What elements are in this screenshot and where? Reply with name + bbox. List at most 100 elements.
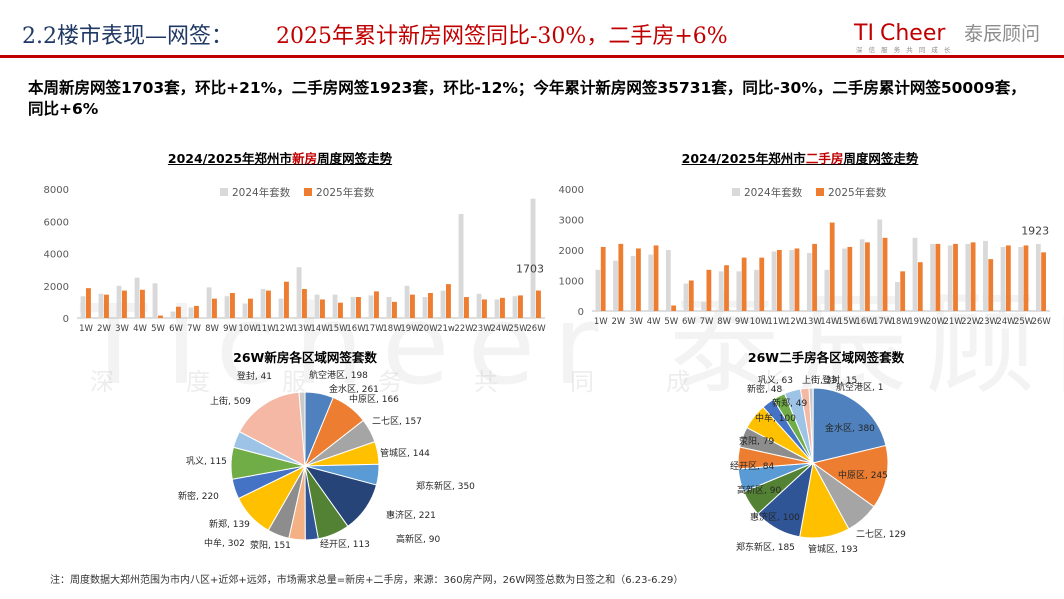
x-tick-label: 14W: [820, 317, 840, 327]
x-tick-label: 26W: [526, 324, 546, 334]
bar-2024-26W: [530, 198, 536, 318]
bar-2024-6W: [170, 311, 176, 318]
brand-logo: TI Cheer 泰辰顾问 深 信 服 务 共 同 成 长: [853, 21, 1040, 54]
bar-2024-15W: [842, 248, 847, 311]
bar-2025-12W: [284, 281, 289, 318]
bar-2024-2W: [613, 260, 618, 311]
x-tick-label: 19W: [908, 317, 928, 327]
pie-label: 新密, 48: [747, 383, 782, 395]
bar-2024-25W: [512, 296, 518, 318]
bar-2024-7W: [188, 307, 194, 318]
bar-2025-22W: [464, 297, 469, 318]
chart-title-new: 2024/2025年郑州市新房周度网签走势: [120, 148, 440, 167]
bar-2024-23W: [476, 293, 482, 318]
x-tick-label: 13W: [292, 324, 312, 334]
x-tick-label: 6W: [169, 324, 183, 334]
bar-2024-4W: [648, 254, 654, 311]
x-tick-label: 18W: [891, 317, 911, 327]
x-tick-label: 25W: [1014, 317, 1034, 327]
legend-label-0: 2024年套数: [232, 186, 291, 199]
resale-housing-district-pie: 航空港区, 1 金水区, 380 中原区, 245 二七区, 129 管城区, 193 郑…: [730, 374, 906, 555]
pie-label: 金水区, 261: [329, 383, 379, 395]
brand-name: Cheer: [880, 21, 946, 46]
bar-2025-4W: [140, 289, 145, 318]
pie-label: 管城区, 193: [808, 543, 858, 555]
watermark-slogan: 深度服务共同成长: [90, 368, 858, 396]
bar-2024-2W: [98, 293, 104, 318]
bar-2024-1W: [80, 296, 86, 318]
bar-2025-11W: [776, 250, 782, 311]
bar-2025-8W: [212, 298, 217, 318]
bar-2025-14W: [829, 222, 835, 311]
pie-label: 惠济区, 100: [750, 511, 800, 523]
bar-2024-3W: [116, 285, 122, 318]
bar-2024-9W: [224, 296, 230, 318]
bar-2025-7W: [706, 269, 712, 311]
y-tick-label: 2000: [559, 246, 584, 257]
y-tick-label: 4000: [44, 250, 69, 261]
x-tick-label: 5W: [664, 317, 678, 327]
bar-2024-8W: [718, 271, 724, 311]
y-tick-label: 0: [63, 314, 69, 325]
y-tick-label: 0: [578, 307, 584, 318]
pie-label: 上街, 33: [802, 374, 837, 386]
bar-2025-21w: [446, 284, 451, 318]
pie-label: 荥阳, 151: [250, 539, 291, 551]
bar-2024-13W: [296, 267, 302, 318]
pie-slice-登封: [298, 391, 306, 467]
bar-2024-1W: [595, 269, 601, 311]
pie-label: 新郑, 139: [209, 518, 250, 530]
pie-label: 登封, 15: [822, 374, 857, 386]
page-title: 2025年累计新房网签同比-30%，二手房+6%: [276, 24, 728, 49]
bar-2024-26W: [1035, 243, 1041, 311]
legend-swatch-1: [304, 188, 312, 196]
legend-swatch-1: [816, 188, 824, 196]
pie-label: 二七区, 157: [372, 416, 422, 427]
x-tick-label: 18W: [382, 324, 402, 334]
pie-label: 管城区, 144: [380, 447, 430, 459]
bar-2024-24W: [1000, 246, 1006, 311]
bar-2024-13W: [806, 253, 812, 311]
pie-label: 高新区, 90: [396, 533, 440, 545]
pie-label: 新密, 220: [178, 490, 219, 502]
x-tick-label: 1W: [594, 317, 608, 327]
x-tick-label: 21w: [437, 324, 455, 334]
x-tick-label: 4W: [647, 317, 661, 327]
x-tick-label: 12W: [785, 317, 805, 327]
bar-2025-16W: [356, 297, 361, 318]
legend-label-1: 2025年套数: [828, 186, 887, 199]
bar-2025-3W: [122, 290, 127, 318]
bar-2025-20W: [935, 243, 941, 311]
bar-2024-17W: [877, 219, 883, 311]
pie-label: 郑东新区, 350: [416, 480, 475, 492]
bar-2024-14W: [824, 269, 830, 311]
brand-cn: 泰辰顾问: [964, 23, 1040, 45]
x-tick-label: 6W: [682, 317, 696, 327]
bar-2025-23W: [482, 299, 487, 318]
chart-title-new-highlight: 新房: [292, 151, 318, 166]
pie-label: 中原区, 245: [838, 469, 888, 481]
pie-label: 航空港区, 198: [309, 369, 368, 381]
x-tick-label: 2W: [97, 324, 111, 334]
legend-label-1: 2025年套数: [316, 186, 375, 199]
pie-label: 金水区, 380: [825, 422, 875, 434]
x-tick-label: 10W: [238, 324, 258, 334]
x-tick-label: 14W: [310, 324, 330, 334]
x-tick-label: 20W: [926, 317, 946, 327]
bar-2025-24W: [500, 297, 505, 318]
x-tick-label: 8W: [205, 324, 219, 334]
x-tick-label: 21W: [943, 317, 963, 327]
bar-2024-15W: [332, 294, 338, 318]
bar-2025-4W: [653, 245, 659, 311]
x-tick-label: 12W: [274, 324, 294, 334]
pie-label: 惠济区, 221: [386, 509, 436, 521]
bar-2024-24W: [494, 299, 500, 318]
pie-label: 巩义, 115: [186, 456, 227, 467]
bar-2024-19W: [404, 285, 410, 318]
bar-2025-5W: [158, 315, 163, 318]
y-tick-label: 6000: [44, 217, 69, 228]
bar-2024-18W: [386, 297, 392, 318]
bar-2025-9W: [741, 257, 747, 311]
bar-2024-4W: [134, 277, 140, 318]
